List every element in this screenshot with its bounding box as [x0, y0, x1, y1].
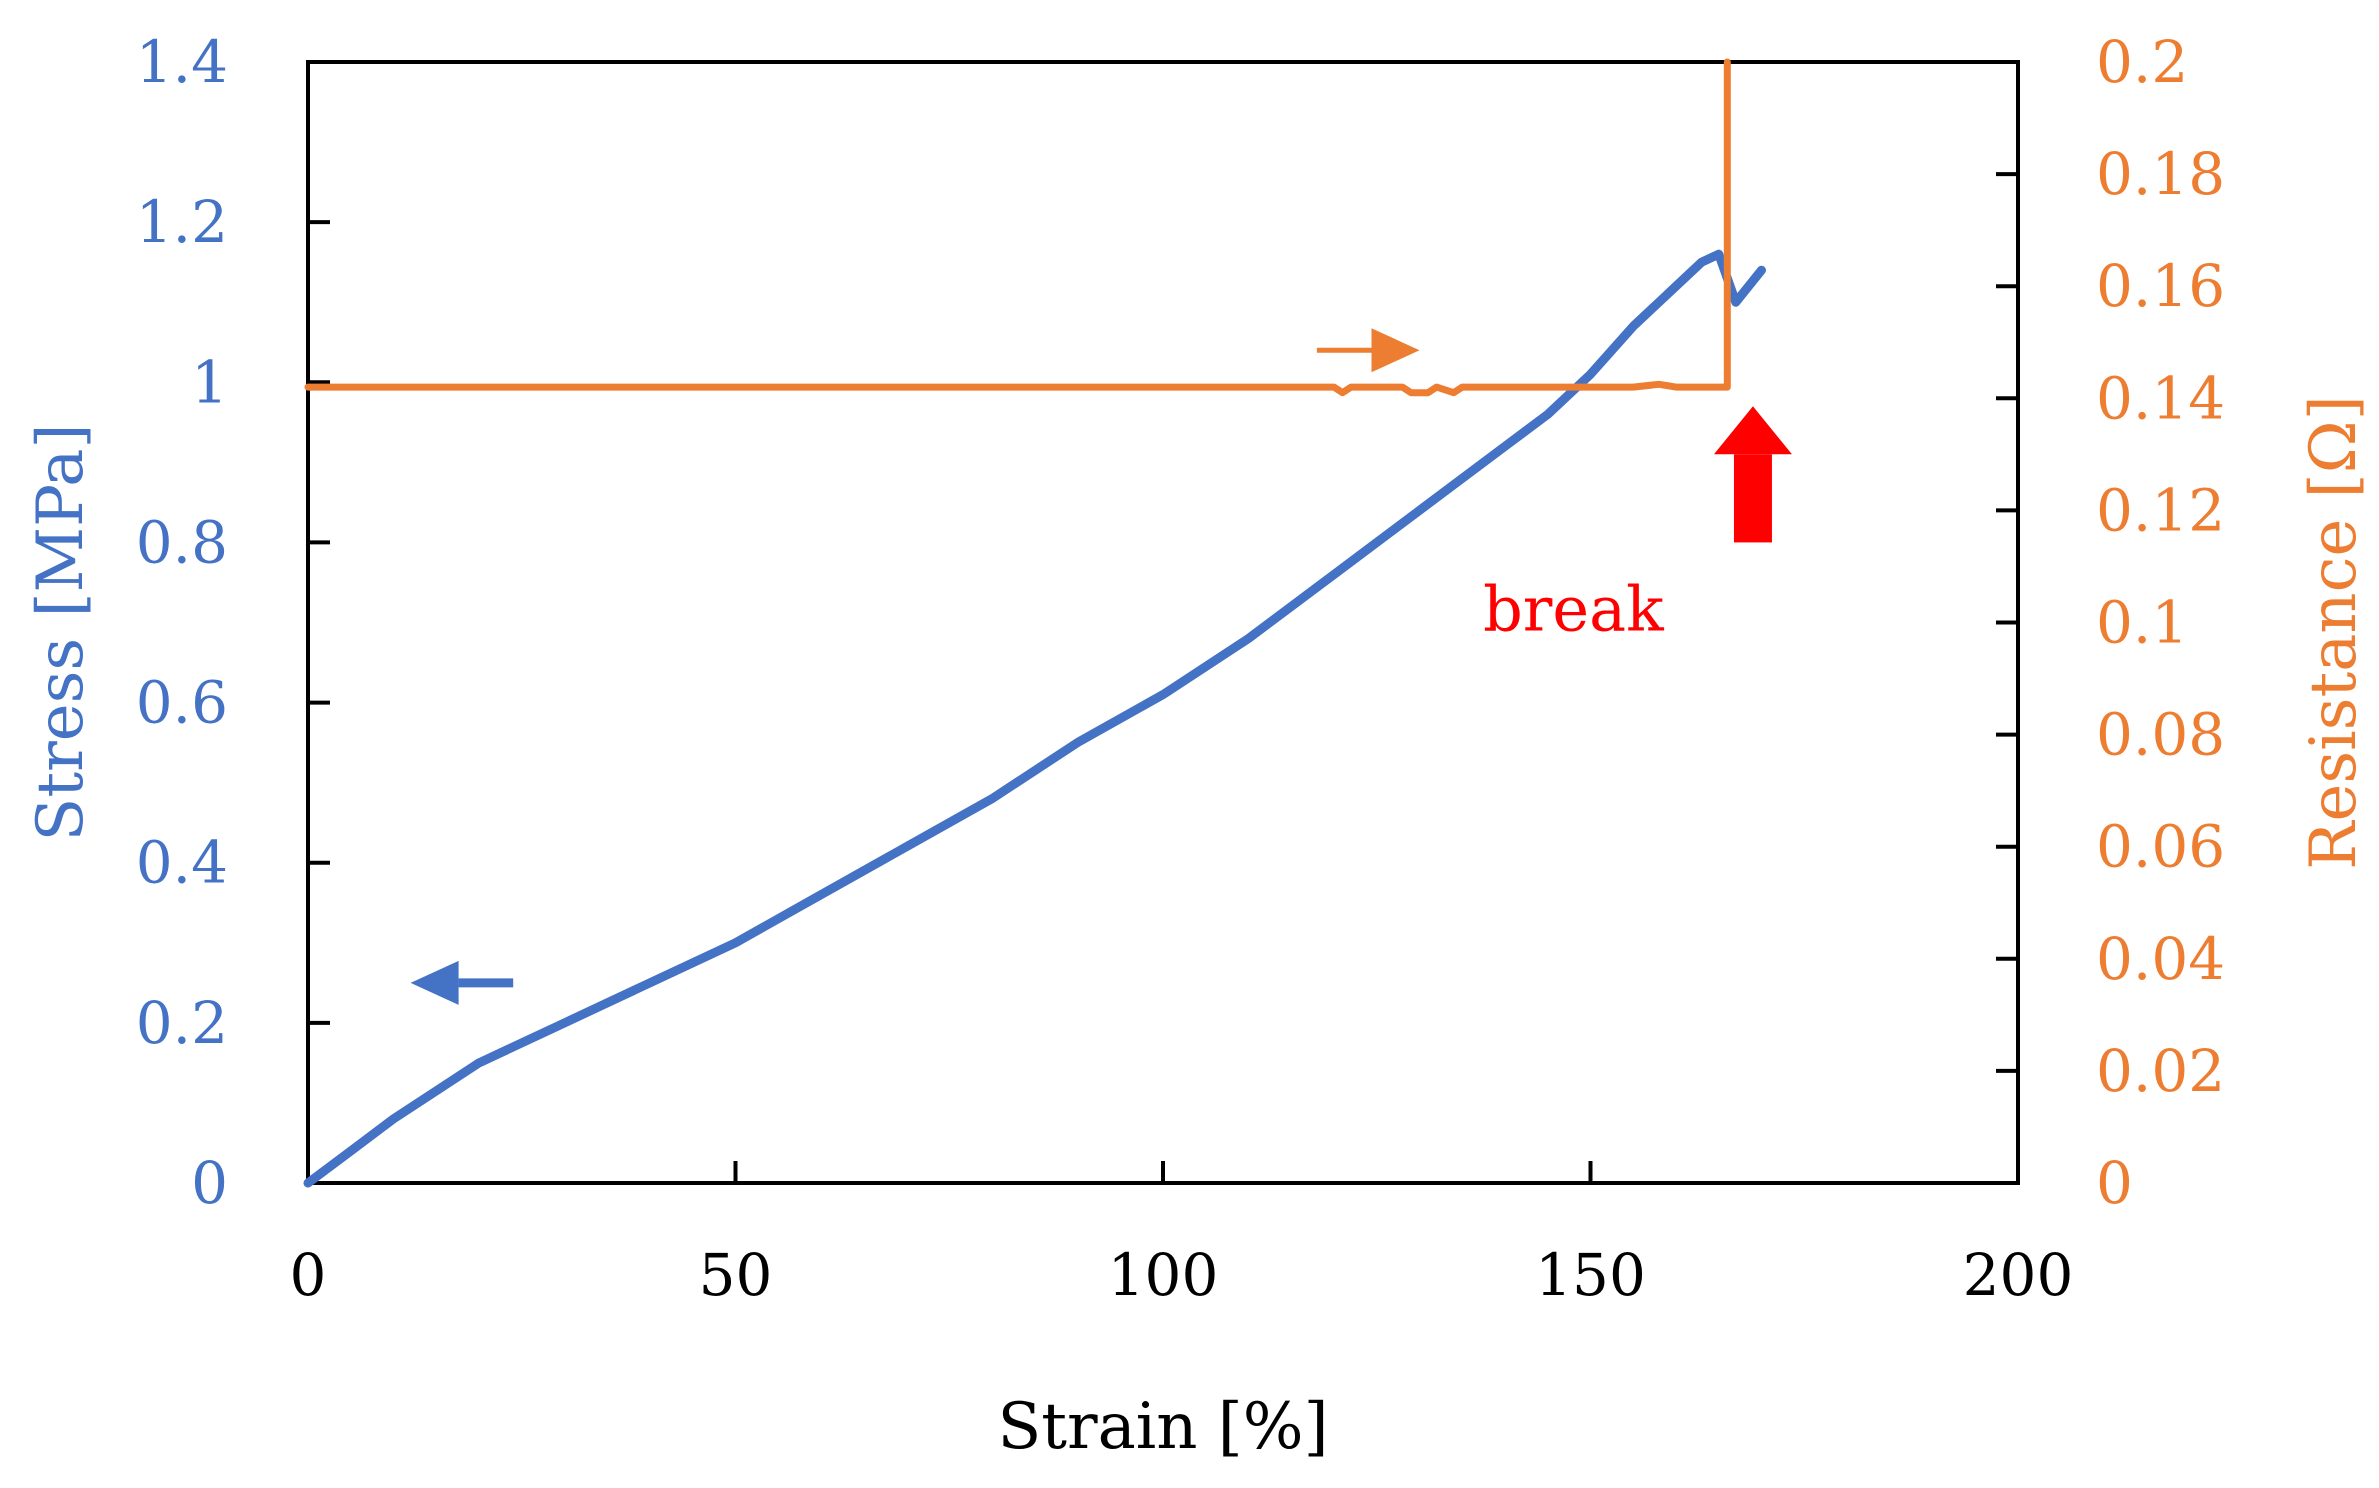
left-axis-ticks: 0 0.2 0.4 0.6 0.8 1 1.2 1.4 — [136, 28, 330, 1217]
x-tick-label: 50 — [699, 1241, 773, 1309]
left-tick-label: 0.4 — [136, 829, 228, 897]
left-axis-title: Stress [MPa] — [24, 424, 98, 842]
x-axis-title: Strain [%] — [997, 1390, 1328, 1464]
break-annotation: break — [1483, 573, 1664, 646]
plot-area — [306, 60, 2020, 1185]
x-axis-ticks: 0 50 100 150 200 — [290, 1161, 2074, 1309]
right-tick-label: 0.08 — [2096, 701, 2225, 769]
series-layer — [303, 58, 1766, 1188]
series-line-stress — [303, 249, 1766, 1188]
x-tick-label: 150 — [1535, 1241, 1646, 1309]
right-tick-label: 0.16 — [2096, 252, 2225, 320]
resistance-axis-arrow — [1316, 328, 1420, 373]
left-tick-label: 0.6 — [136, 669, 228, 737]
series-line-resistance — [304, 58, 1731, 397]
left-tick-label: 0.8 — [136, 508, 228, 576]
break-arrow-head — [1713, 406, 1792, 455]
right-axis-title: Resistance [Ω] — [2297, 395, 2371, 869]
right-tick-label: 0.14 — [2096, 364, 2225, 432]
left-tick-label: 0.2 — [136, 989, 228, 1057]
stress-axis-arrow-head — [410, 960, 459, 1005]
right-tick-label: 0.04 — [2096, 925, 2225, 993]
x-tick-label: 200 — [1963, 1241, 2074, 1309]
right-tick-label: 0.18 — [2096, 140, 2225, 208]
resistance-axis-arrow-head — [1371, 328, 1420, 373]
stress-axis-arrow — [410, 960, 514, 1005]
right-tick-label: 0.2 — [2096, 28, 2188, 96]
right-tick-label: 0.1 — [2096, 589, 2188, 657]
left-tick-label: 1.2 — [136, 188, 228, 256]
arrow-marker-layer — [410, 328, 1792, 1005]
right-axis-ticks: 0 0.02 0.04 0.06 0.08 0.1 0.12 0.14 0.16 0.18 0.2 — [1996, 28, 2225, 1217]
x-tick-label: 100 — [1108, 1241, 1219, 1309]
left-tick-label: 1 — [191, 348, 228, 416]
right-tick-label: 0.12 — [2096, 476, 2225, 544]
left-tick-label: 0 — [191, 1149, 228, 1217]
break-arrow — [1713, 406, 1792, 543]
right-tick-label: 0.06 — [2096, 813, 2225, 881]
right-tick-label: 0.02 — [2096, 1037, 2225, 1105]
right-tick-label: 0 — [2096, 1149, 2133, 1217]
x-tick-label: 0 — [290, 1241, 327, 1309]
left-tick-label: 1.4 — [136, 28, 228, 96]
break-arrow-shaft — [1733, 454, 1772, 543]
